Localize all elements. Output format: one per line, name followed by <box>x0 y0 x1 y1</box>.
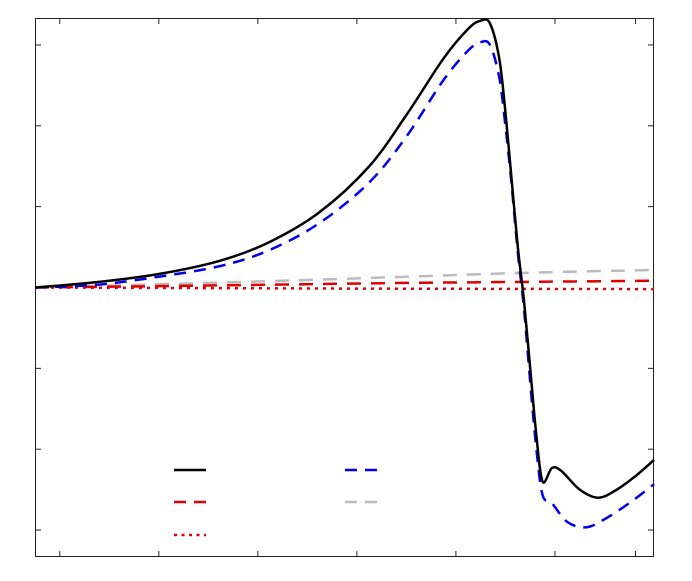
plot-frame <box>35 18 654 557</box>
series-line-4 <box>34 286 655 291</box>
series-line-0 <box>34 18 655 499</box>
legend <box>174 468 377 537</box>
series-line-2 <box>34 279 655 289</box>
series-line-1 <box>34 39 655 529</box>
series-layer <box>34 18 655 529</box>
axis-ticks <box>35 18 654 557</box>
series-line-3 <box>34 268 655 289</box>
